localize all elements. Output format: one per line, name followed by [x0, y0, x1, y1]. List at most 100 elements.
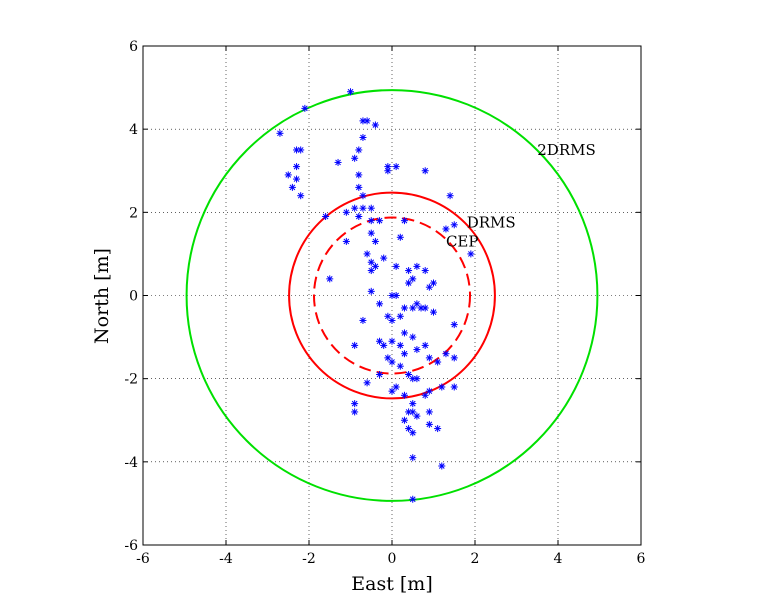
y-tick-label: 4	[129, 122, 138, 138]
data-point	[297, 192, 305, 200]
y-tick-label: 2	[129, 205, 138, 221]
y-tick-label: 0	[129, 289, 138, 305]
data-point	[409, 375, 417, 383]
data-point	[342, 237, 350, 245]
data-point	[363, 250, 371, 258]
data-point	[396, 233, 404, 241]
cep-circle	[312, 216, 472, 375]
x-tick-label: 2	[471, 551, 480, 567]
data-point	[388, 387, 396, 395]
data-point	[400, 217, 408, 225]
data-point	[355, 212, 363, 220]
data-point	[359, 133, 367, 141]
data-point	[425, 354, 433, 362]
data-point	[359, 192, 367, 200]
data-point	[405, 279, 413, 287]
data-point	[293, 163, 301, 171]
data-point	[409, 304, 417, 312]
y-tick-label: -4	[124, 455, 138, 471]
x-tick-label: -4	[219, 551, 233, 567]
data-point	[351, 154, 359, 162]
2drms-circle	[185, 89, 599, 502]
data-point	[326, 275, 334, 283]
data-point	[400, 304, 408, 312]
data-point	[371, 237, 379, 245]
data-point	[438, 383, 446, 391]
data-point	[284, 171, 292, 179]
data-points	[276, 88, 475, 503]
data-point	[421, 304, 429, 312]
data-point	[276, 129, 284, 137]
y-tick-label: -6	[124, 538, 138, 554]
data-point	[442, 350, 450, 358]
data-point	[388, 358, 396, 366]
data-point	[438, 462, 446, 470]
data-point	[392, 163, 400, 171]
data-point	[351, 204, 359, 212]
data-point	[396, 341, 404, 349]
data-point	[371, 121, 379, 129]
data-point	[376, 217, 384, 225]
data-point	[467, 250, 475, 258]
data-point	[359, 316, 367, 324]
data-point	[384, 167, 392, 175]
data-point	[322, 212, 330, 220]
data-point	[400, 416, 408, 424]
drms-circle	[288, 191, 496, 400]
data-point	[355, 171, 363, 179]
data-point	[380, 254, 388, 262]
x-tick-label: 4	[554, 551, 563, 567]
data-point	[434, 425, 442, 433]
data-point	[400, 350, 408, 358]
data-point	[351, 400, 359, 408]
data-point	[288, 183, 296, 191]
accuracy-circles	[185, 89, 599, 502]
data-point	[396, 312, 404, 320]
data-point	[409, 454, 417, 462]
y-tick-label: -2	[124, 372, 138, 388]
data-point	[367, 217, 375, 225]
data-point	[442, 225, 450, 233]
data-point	[367, 204, 375, 212]
data-point	[392, 262, 400, 270]
data-point	[430, 308, 437, 316]
data-point	[413, 262, 421, 270]
2drms-label: 2DRMS	[537, 141, 596, 159]
data-point	[409, 429, 417, 437]
data-point	[450, 354, 458, 362]
data-point	[342, 208, 350, 216]
data-point	[425, 387, 433, 395]
data-point	[359, 204, 367, 212]
data-point	[355, 146, 363, 154]
data-point	[421, 167, 429, 175]
axis-ticks: -6 -4 -2 0 2 4 6 -6 -4 -2 0 2 4 6	[124, 39, 645, 567]
data-point	[425, 408, 433, 416]
y-axis-label: North [m]	[91, 248, 113, 344]
data-point	[417, 304, 425, 312]
data-point	[293, 146, 301, 154]
data-point	[363, 117, 371, 125]
y-tick-label: 6	[129, 39, 138, 55]
data-point	[388, 337, 396, 345]
data-point	[351, 341, 359, 349]
data-point	[380, 341, 388, 349]
x-tick-label: 0	[388, 551, 397, 567]
cep-label: CEP	[446, 232, 479, 250]
data-point	[400, 391, 408, 399]
drms-label: DRMS	[467, 214, 516, 232]
data-point	[376, 300, 384, 308]
data-point	[425, 283, 433, 291]
data-point	[409, 495, 417, 503]
data-point	[421, 267, 429, 275]
data-point	[363, 379, 371, 387]
data-point	[450, 383, 458, 391]
x-tick-label: 6	[637, 551, 646, 567]
x-tick-label: -2	[302, 551, 316, 567]
data-point	[351, 408, 359, 416]
data-point	[446, 192, 454, 200]
data-point	[293, 175, 301, 183]
data-point	[367, 287, 375, 295]
data-point	[409, 333, 417, 341]
data-point	[388, 316, 396, 324]
